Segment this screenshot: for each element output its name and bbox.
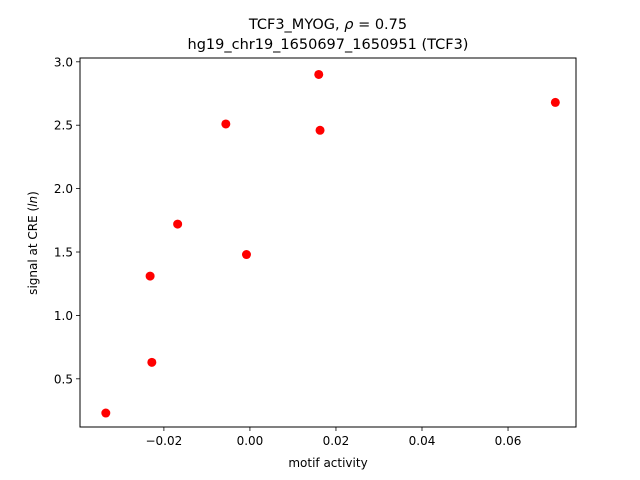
scatter-point [101,408,111,418]
x-tick-label: 0.04 [409,434,436,448]
scatter-point [145,271,155,281]
y-tick-label: 1.5 [54,246,73,260]
x-tick-label: −0.02 [145,434,182,448]
x-tick-label: 0.06 [495,434,522,448]
scatter-point [314,69,324,79]
x-tick-label: 0.00 [237,434,264,448]
x-tick-label: 0.02 [323,434,350,448]
scatter-point [147,357,157,367]
scatter-point [241,250,251,260]
x-axis-label: motif activity [288,456,367,470]
y-tick-label: 2.0 [54,182,73,196]
scatter-point [550,97,560,107]
chart-title-rho-symbol: ρ [344,17,354,33]
data-points [101,69,560,418]
y-tick-label: 2.5 [54,119,73,133]
chart-title-rho-value: = 0.75 [353,17,407,33]
y-axis-label: signal at CRE (ln) [26,191,40,295]
y-axis-label-prefix: signal at CRE ( [26,207,40,295]
x-axis-ticks: −0.02 0.00 0.02 0.04 0.06 [145,427,521,448]
scatter-point [173,219,183,229]
scatter-point [221,119,231,129]
scatter-point [315,125,325,135]
y-axis-label-suffix: ) [26,191,40,196]
chart-title-line1: TCF3_MYOG, ρ = 0.75 [248,17,407,33]
y-tick-label: 1.0 [54,309,73,323]
y-tick-label: 0.5 [54,372,73,386]
y-axis-ticks: 0.5 1.0 1.5 2.0 2.5 3.0 [54,55,80,386]
chart-title-line2: hg19_chr19_1650697_1650951 (TCF3) [188,37,469,53]
y-tick-label: 3.0 [54,55,73,69]
y-axis-label-italic: ln [26,196,40,207]
plot-frame [79,57,577,428]
chart-title-prefix: TCF3_MYOG, [248,17,344,33]
